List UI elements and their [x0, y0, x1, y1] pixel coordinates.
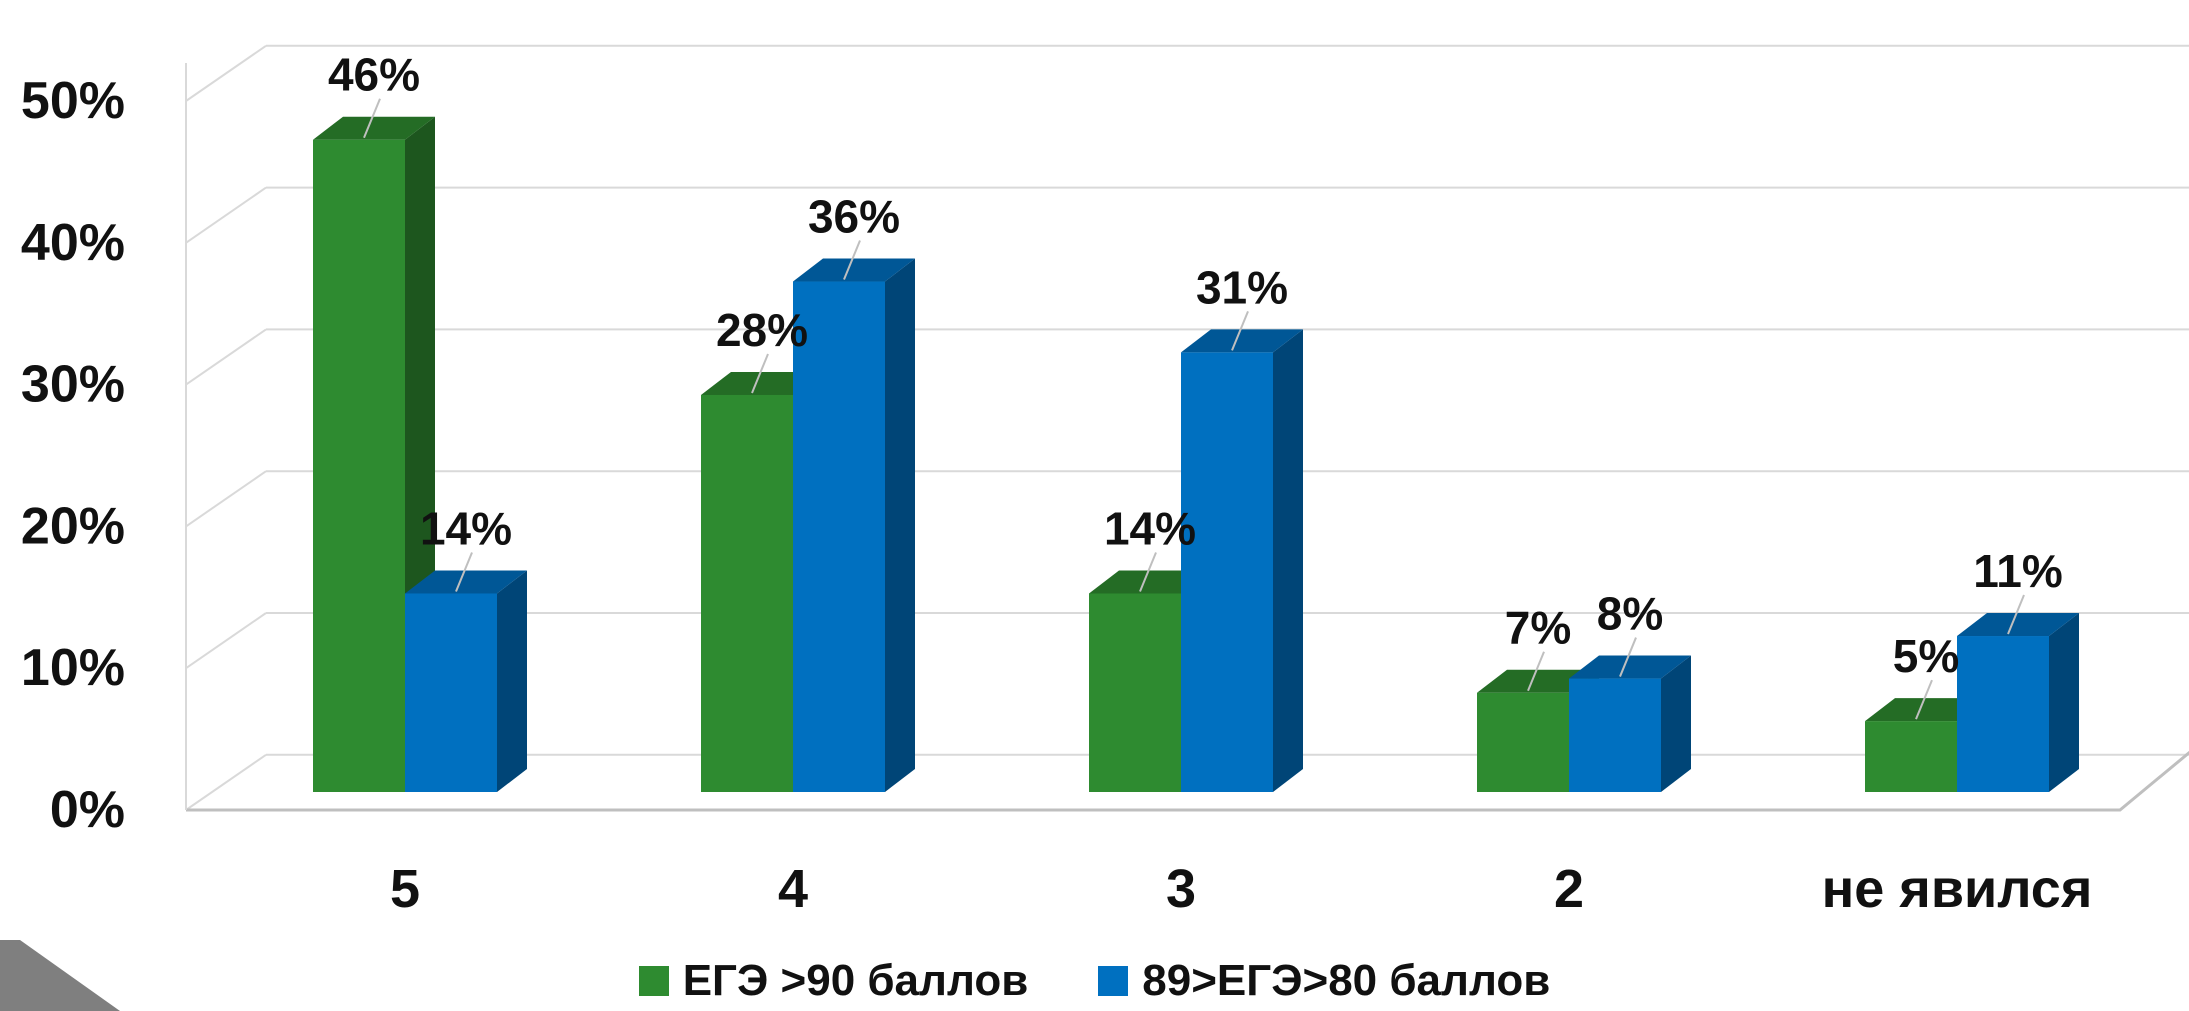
bar-front — [313, 139, 405, 793]
data-label-leader — [843, 240, 861, 280]
x-tick-label: 2 — [1554, 859, 1584, 919]
gridline-depth — [185, 612, 267, 670]
legend-item-series-2: 89>ЕГЭ>80 баллов — [1098, 956, 1550, 1006]
bar-side — [1661, 655, 1691, 792]
data-label: 36% — [808, 191, 900, 243]
bars — [313, 116, 2079, 793]
gridline-depth — [185, 186, 267, 244]
bar-front — [405, 593, 497, 792]
bar-side — [885, 258, 915, 792]
gridline-depth — [185, 753, 267, 811]
x-tick-label: 3 — [1166, 859, 1196, 919]
gridlines — [185, 44, 2189, 812]
data-label: 46% — [328, 49, 420, 101]
data-label: 8% — [1597, 588, 1663, 640]
bar-front — [1089, 593, 1181, 792]
data-label-leader — [1139, 552, 1157, 592]
bar — [1569, 655, 1691, 792]
y-tick-label: 50% — [21, 72, 125, 130]
data-label: 11% — [1973, 545, 2063, 597]
bar-top — [1865, 698, 1987, 722]
y-tick-label: 0% — [50, 781, 125, 839]
legend-swatch-blue — [1098, 966, 1129, 996]
bar-top — [313, 116, 435, 140]
y-tick-label: 20% — [21, 497, 125, 555]
bar-front — [1569, 678, 1661, 792]
legend-label-series-2: 89>ЕГЭ>80 баллов — [1142, 956, 1551, 1005]
bar-front — [1865, 721, 1957, 792]
data-label-leader — [1527, 651, 1545, 692]
legend-item-series-1: ЕГЭ >90 баллов — [638, 956, 1029, 1006]
bar-top — [1181, 329, 1303, 353]
x-axis-ticks: 5 4 3 2 не явился — [390, 859, 2092, 919]
bar-top — [405, 570, 527, 594]
y-tick-label: 40% — [21, 214, 125, 272]
legend: ЕГЭ >90 баллов 89>ЕГЭ>80 баллов — [0, 956, 2189, 1006]
bar-top — [1089, 570, 1211, 594]
bar-front — [1181, 352, 1273, 792]
data-label: 14% — [420, 502, 512, 554]
x-tick-label: 4 — [778, 859, 808, 919]
data-label: 5% — [1893, 630, 1959, 682]
y-tick-label: 30% — [21, 356, 125, 414]
data-label-leader — [2007, 594, 2025, 635]
legend-label-series-1: ЕГЭ >90 баллов — [682, 956, 1029, 1005]
x-tick-label: не явился — [1822, 859, 2093, 919]
data-label-leader — [363, 98, 381, 139]
data-labels: 46% 14% 28% 36% 14% 31% 7% 8% 5% 11% — [328, 49, 2063, 720]
data-label: 14% — [1104, 502, 1196, 554]
data-label: 7% — [1505, 602, 1571, 654]
data-label-leader — [1915, 679, 1933, 720]
gridline-depth — [185, 44, 267, 102]
x-tick-label: 5 — [390, 859, 420, 919]
bar-front — [701, 394, 793, 792]
bar — [793, 258, 915, 792]
bar-top — [701, 371, 823, 395]
bar-top — [1477, 669, 1599, 693]
bar-side — [2049, 613, 2079, 792]
bar-side — [1273, 329, 1303, 792]
legend-swatch-green — [638, 966, 669, 996]
bar-front — [1477, 692, 1569, 792]
y-axis-ticks: 0% 10% 20% 30% 40% 50% — [21, 72, 125, 839]
floor-edge — [186, 750, 2189, 812]
data-label-leader — [1231, 311, 1249, 351]
data-label: 31% — [1196, 261, 1288, 313]
data-label-leader — [1619, 637, 1637, 677]
y-tick-label: 10% — [21, 639, 125, 697]
bar — [405, 570, 527, 792]
bar — [1957, 613, 2079, 792]
data-label: 28% — [716, 304, 808, 356]
bar-front — [793, 281, 885, 792]
gridline-depth — [185, 328, 267, 386]
data-label-leader — [455, 552, 473, 592]
bar-top — [1569, 655, 1691, 679]
corner-decoration — [0, 940, 120, 1011]
bar — [1181, 329, 1303, 792]
bar-side — [497, 570, 527, 792]
gridline-depth — [185, 470, 267, 528]
bar-front — [1957, 636, 2049, 792]
bar-top — [1957, 613, 2079, 637]
data-label-leader — [751, 353, 769, 394]
bar-top — [793, 258, 915, 282]
